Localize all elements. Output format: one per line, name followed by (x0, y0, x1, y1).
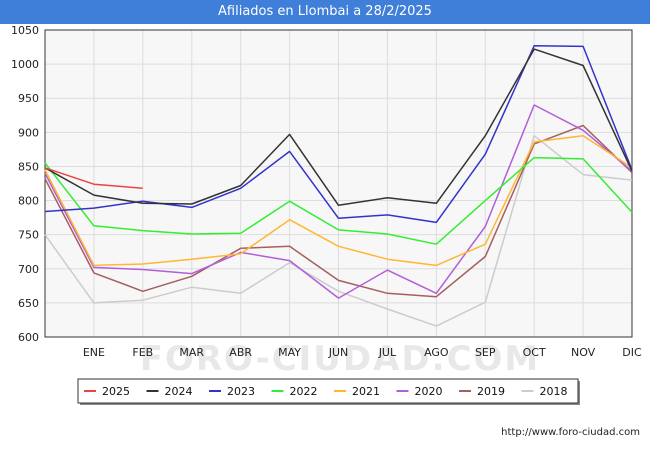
series-line-2022 (44, 156, 633, 245)
x-tick-label: JUL (378, 346, 397, 359)
series-line-2023 (44, 44, 633, 224)
x-tick-label: SEP (475, 346, 496, 359)
watermark: FORO-CIUDAD.COM (140, 339, 541, 379)
series-line-2025 (44, 167, 143, 190)
x-tick-label: NOV (571, 346, 596, 359)
y-tick-label: 750 (18, 229, 39, 242)
x-tick-label: MAY (278, 346, 301, 359)
series-line-2019 (44, 124, 633, 298)
legend-label-2023: 2023 (227, 385, 255, 398)
x-tick-label: JUN (328, 346, 349, 359)
series-line-2024 (44, 48, 633, 207)
y-tick-label: 1050 (11, 24, 39, 37)
y-tick-label: 800 (18, 195, 39, 208)
y-tick-label: 650 (18, 297, 39, 310)
legend-label-2018: 2018 (540, 385, 568, 398)
y-tick-label: 900 (18, 126, 39, 139)
x-tick-label: ENE (83, 346, 105, 359)
x-tick-label: DIC (622, 346, 642, 359)
x-tick-label: MAR (179, 346, 204, 359)
legend-label-2020: 2020 (415, 385, 443, 398)
series-lines (44, 44, 633, 327)
legend-label-2024: 2024 (165, 385, 193, 398)
source-url[interactable]: http://www.foro-ciudad.com (501, 427, 640, 438)
legend-box (77, 378, 579, 404)
legend-label-2022: 2022 (290, 385, 318, 398)
x-tick-label: AGO (424, 346, 449, 359)
legend-label-2021: 2021 (352, 385, 380, 398)
series-line-2021 (44, 134, 633, 267)
plot-border (44, 29, 633, 338)
y-tick-label: 850 (18, 160, 39, 173)
y-tick-label: 700 (18, 263, 39, 276)
legend: 2025 2024 2023 2022 2021 2020 2019 2018 (77, 378, 580, 405)
y-tick-label: 600 (18, 331, 39, 344)
x-tick-label: ABR (229, 346, 252, 359)
legend-label-2025: 2025 (102, 385, 130, 398)
series-line-2018 (44, 134, 633, 327)
x-tick-label: OCT (523, 346, 546, 359)
axes: 600 650 700 750 800 850 900 950 1000 1050 ENE FEB MA… (11, 24, 642, 359)
y-tick-label: 1000 (11, 58, 39, 71)
series-line-2020 (44, 104, 633, 299)
chart-title: Afiliados en Llombai a 28/2/2025 (0, 0, 650, 24)
legend-label-2019: 2019 (477, 385, 505, 398)
x-tick-label: FEB (132, 346, 153, 359)
y-tick-label: 950 (18, 92, 39, 105)
